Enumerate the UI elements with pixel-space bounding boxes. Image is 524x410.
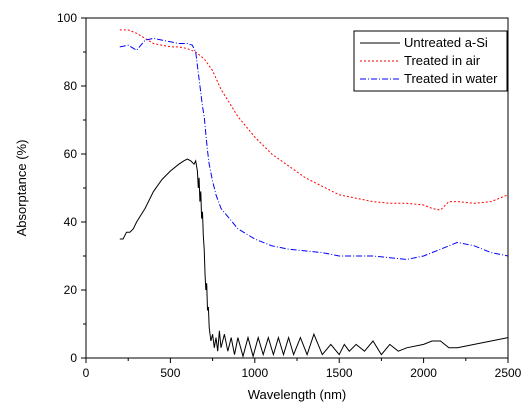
series-layer [119,29,509,359]
y-tick-label: 80 [64,79,78,93]
series-line-2 [119,29,509,211]
y-axis-title: Absorptance (%) [14,140,29,237]
x-tick-label: 0 [83,366,90,380]
y-tick-label: 40 [64,215,78,229]
y-tick-label: 60 [64,147,78,161]
legend-label-1: Untreated a-Si [404,35,488,50]
x-tick-label: 500 [160,366,180,380]
legend-box [353,30,508,92]
y-tick-label: 100 [57,11,77,25]
y-tick-label: 0 [70,351,77,365]
x-tick-label: 1500 [326,366,353,380]
series-line-1 [119,158,509,359]
y-tick-label: 20 [64,283,78,297]
x-axis-title: Wavelength (nm) [248,387,347,402]
legend-label-2: Treated in air [404,53,481,68]
legend-label-3: Treated in water [404,71,498,86]
axis-ticks: 0 500 1000 1500 2000 2500 0 20 40 60 80 100 [57,11,522,380]
x-tick-label: 1000 [241,366,268,380]
series-line-3 [119,37,509,260]
x-tick-label: 2000 [410,366,437,380]
legend: Untreated a-Si Treated in air Treated in w… [353,30,508,92]
x-tick-label: 2500 [495,366,522,380]
